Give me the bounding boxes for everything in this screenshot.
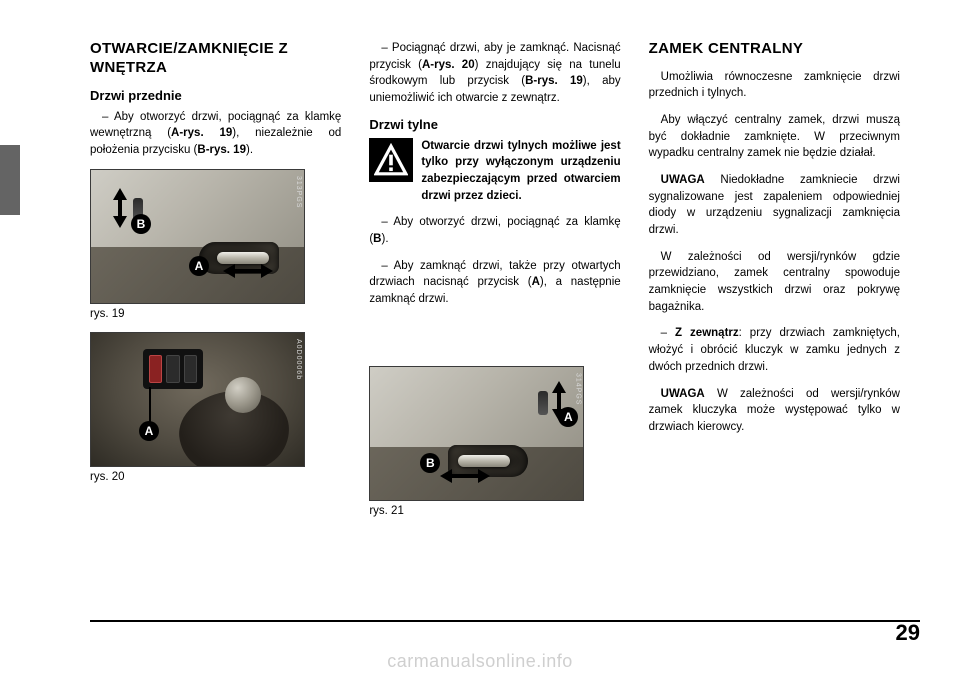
- fig21-marker-b: B: [420, 453, 440, 473]
- fig19-handle-lever: [217, 252, 269, 264]
- fig21-marker-a: A: [558, 407, 578, 427]
- fig21-handle-lever: [458, 455, 510, 467]
- spacer: [369, 318, 620, 366]
- column-layout: OTWARCIE/ZAMKNIĘCIE Z WNĘTRZA Drzwi prze…: [90, 40, 900, 529]
- subheading-rear-doors: Drzwi tylne: [369, 117, 620, 132]
- fig20-switch-2: [166, 355, 179, 383]
- central-p4: W zależności od wersji/rynków gdzie prze…: [649, 249, 900, 316]
- fig21-lock-pin: [538, 391, 548, 415]
- fig20-switch-3: [184, 355, 197, 383]
- rear-open-text: – Aby otworzyć drzwi, pociągnąć za klamk…: [369, 214, 620, 247]
- subheading-front-doors: Drzwi przednie: [90, 88, 341, 103]
- central-p5: – Z zewnątrz: przy drzwiach zamkniętych,…: [649, 325, 900, 375]
- page-rule: [90, 620, 920, 622]
- fig20-gear-knob: [225, 377, 261, 413]
- fig20-caption: rys. 20: [90, 471, 341, 483]
- warning-triangle-icon: [369, 138, 413, 182]
- page-number: 29: [896, 620, 920, 646]
- warning-box: Otwarcie drzwi tylnych możliwe jest tylk…: [369, 138, 620, 205]
- figure-21: A B 314PGS: [369, 366, 584, 501]
- central-p3: UWAGA Niedokładne zamkniecie drzwi sygna…: [649, 172, 900, 239]
- fig21-lr-arrow: [440, 469, 490, 483]
- fig21-code: 314PGS: [574, 373, 581, 405]
- fig20-code: A0D0006b: [295, 339, 302, 380]
- fig20-switch-red: [149, 355, 162, 383]
- central-p1: Umożliwia równoczesne zamknięcie drzwi p…: [649, 69, 900, 102]
- section-thumb-tab: [0, 145, 20, 215]
- fig19-caption: rys. 19: [90, 308, 341, 320]
- column-1: OTWARCIE/ZAMKNIĘCIE Z WNĘTRZA Drzwi prze…: [90, 40, 341, 529]
- fig19-marker-a: A: [189, 256, 209, 276]
- rear-close-text: – Aby zamknąć drzwi, także przy otwartyc…: [369, 258, 620, 308]
- heading-central-lock: ZAMEK CENTRALNY: [649, 40, 900, 59]
- fig19-updown-arrow: [113, 188, 127, 228]
- fig20-marker-a: A: [139, 421, 159, 441]
- front-doors-open-text: – Aby otworzyć drzwi, pociągnąć za klamk…: [90, 109, 341, 159]
- warning-text: Otwarcie drzwi tylnych możliwe jest tylk…: [421, 138, 620, 205]
- figure-19: B A 313PGS: [90, 169, 305, 304]
- fig21-caption: rys. 21: [369, 505, 620, 517]
- central-p2: Aby włączyć centralny zamek, drzwi muszą…: [649, 112, 900, 162]
- close-doors-text: – Pociągnąć drzwi, aby je zamknąć. Nacis…: [369, 40, 620, 107]
- fig20-switch-panel: [143, 349, 203, 389]
- figure-20: A A0D0006b: [90, 332, 305, 467]
- column-3: ZAMEK CENTRALNY Umożliwia równoczesne za…: [649, 40, 900, 529]
- manual-page: OTWARCIE/ZAMKNIĘCIE Z WNĘTRZA Drzwi prze…: [0, 0, 960, 678]
- fig19-code: 313PGS: [295, 176, 302, 208]
- fig20-line-a: [149, 387, 151, 423]
- heading-open-close-inside: OTWARCIE/ZAMKNIĘCIE Z WNĘTRZA: [90, 40, 341, 78]
- central-p6: UWAGA W zależności od wersji/rynków zame…: [649, 386, 900, 436]
- fig19-lr-arrow: [223, 264, 273, 278]
- watermark-text: carmanualsonline.info: [0, 651, 960, 672]
- fig19-marker-b: B: [131, 214, 151, 234]
- column-2: – Pociągnąć drzwi, aby je zamknąć. Nacis…: [369, 40, 620, 529]
